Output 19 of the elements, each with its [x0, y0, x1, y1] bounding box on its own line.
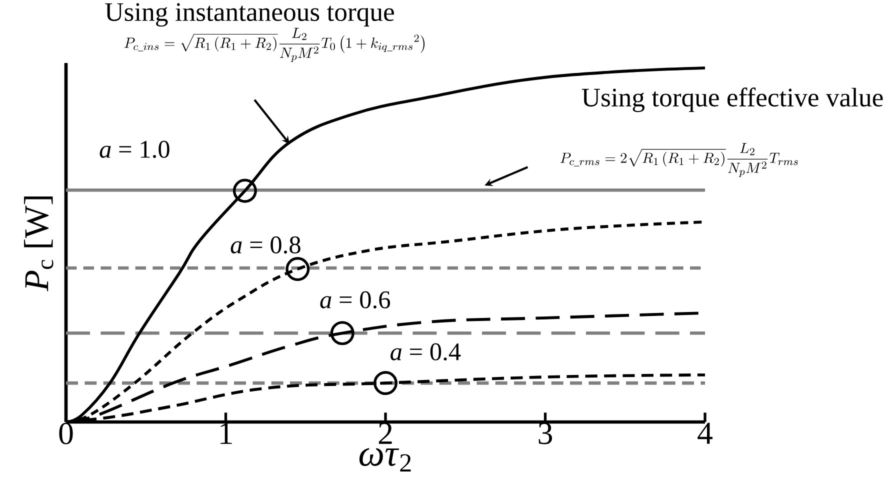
- x-axis-title: ωτ$_{2}$: [359, 448, 411, 472]
- y-axis-title: P$_{c}$ [W]: [24, 196, 54, 292]
- x-tick-label: 0: [59, 422, 73, 444]
- text: Using instantaneous torque: [105, 3, 394, 27]
- x-tick-label: 2: [378, 422, 392, 444]
- annotation: Using torque effective value: [582, 88, 883, 112]
- text: $P_{c\_ins}=\sqrt{R_1\left(R_1+R_2\right)}\frac{L_2}{N_pM^2}T_0\left(1+{k_{iq\_rms}}^2\right)$: [124, 28, 425, 62]
- annotation: $P_{c\_rms}=2\sqrt{R_1\left(R_1+R_2\right)}\frac{L_2}{N_pM^2}T_{rms}$: [560, 142, 798, 178]
- annotation: a = 0.6: [320, 291, 390, 308]
- annotation: a = 0.8: [230, 236, 300, 254]
- point: [374, 371, 398, 396]
- x-tick-label: 3: [538, 422, 552, 444]
- point: [330, 321, 354, 346]
- annotation: a = 0.4: [390, 343, 461, 360]
- annotation: a = 1.0: [100, 140, 170, 158]
- x-tick-label: 4: [698, 422, 713, 444]
- x-tick-label: 1: [220, 422, 232, 444]
- point: [286, 257, 310, 282]
- point: [232, 178, 257, 203]
